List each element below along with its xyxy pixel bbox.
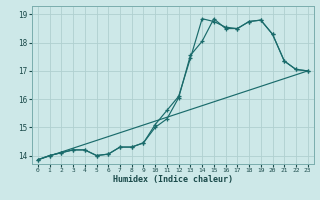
X-axis label: Humidex (Indice chaleur): Humidex (Indice chaleur) xyxy=(113,175,233,184)
